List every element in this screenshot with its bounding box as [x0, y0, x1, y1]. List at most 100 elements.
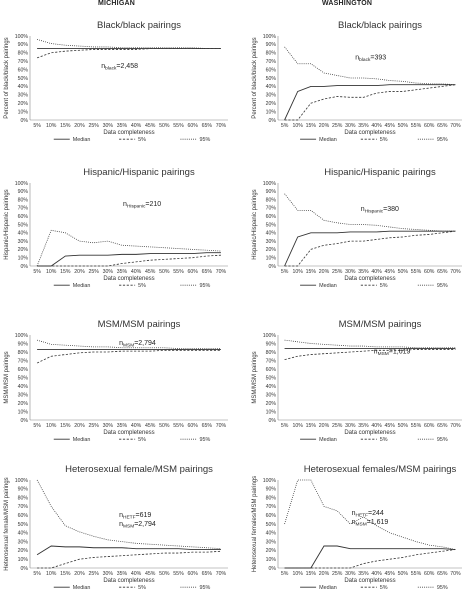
x-tick-label: 25% — [88, 423, 99, 429]
series-line-solid — [36, 545, 221, 556]
sample-size-annotation: nHETF=619 — [119, 512, 151, 521]
x-tick-label: 50% — [159, 123, 170, 129]
x-tick-label: 15% — [60, 269, 71, 275]
y-tick-label: 40% — [266, 384, 277, 390]
x-tick-label: 10% — [46, 269, 57, 275]
y-tick-label: 0% — [269, 264, 277, 270]
chart-panel-6: 0%10%20%30%40%50%60%70%80%90%100%5% 10% 15… — [252, 319, 462, 443]
y-tick-label: 0% — [21, 264, 29, 270]
y-tick-label: 60% — [266, 367, 277, 373]
chart-panel-7: 0%10%20%30%40%50%60%70%80%90%100%5% 10% 15… — [4, 464, 228, 591]
chart-panel-2: 0%10%20%30%40%50%60%70%80%90%100%5% 10% 15… — [252, 20, 462, 143]
chart-title: Heterosexual females/MSM pairings — [304, 464, 457, 475]
x-tick-label: 45% — [145, 123, 156, 129]
x-tick-label: 65% — [202, 123, 213, 129]
y-tick-label: 70% — [18, 358, 29, 364]
sample-size-annotation: nMSM=1,619 — [374, 349, 411, 358]
x-tick-label: 10% — [293, 423, 304, 429]
x-tick-label: 60% — [424, 423, 435, 429]
y-tick-label: 80% — [18, 51, 29, 57]
x-tick-label: 50% — [398, 123, 409, 129]
legend-label: 5% — [138, 585, 146, 591]
x-tick-label: 70% — [450, 423, 461, 429]
x-axis-label: Data completeness — [103, 276, 154, 282]
y-tick-label: 50% — [266, 222, 277, 228]
y-tick-label: 0% — [21, 118, 29, 124]
series-line-solid — [284, 545, 456, 569]
y-axis-label: MSM/MSM pairings — [4, 351, 10, 403]
x-tick-label: 25% — [332, 571, 343, 577]
y-axis-label: Heterosexual females/MSM pairings — [252, 476, 258, 572]
y-tick-label: 100% — [263, 333, 277, 339]
x-tick-label: 60% — [187, 571, 198, 577]
legend-label: 5% — [380, 585, 388, 591]
x-tick-label: 15% — [306, 269, 317, 275]
x-tick-label: 70% — [450, 571, 461, 577]
x-tick-label: 10% — [293, 269, 304, 275]
x-axis-label: Data completeness — [344, 276, 395, 282]
x-tick-label: 60% — [187, 269, 198, 275]
x-tick-label: 65% — [437, 423, 448, 429]
x-tick-label: 30% — [345, 423, 356, 429]
x-tick-label: 35% — [117, 571, 128, 577]
y-tick-label: 20% — [266, 548, 277, 554]
y-tick-label: 30% — [18, 239, 29, 245]
y-tick-label: 100% — [263, 34, 277, 40]
x-tick-label: 55% — [411, 123, 422, 129]
y-tick-label: 70% — [18, 206, 29, 212]
x-tick-label: 40% — [371, 423, 382, 429]
series-line-dashed — [36, 48, 221, 59]
series-line-dashed — [284, 549, 456, 569]
x-tick-label: 15% — [306, 423, 317, 429]
y-axis-label: MSM/MSM pairings — [252, 351, 258, 403]
y-tick-label: 100% — [15, 181, 29, 187]
y-tick-label: 20% — [18, 247, 29, 253]
y-tick-label: 30% — [18, 93, 29, 99]
x-tick-label: 25% — [88, 123, 99, 129]
legend-label: 95% — [199, 137, 210, 143]
x-tick-label: 70% — [216, 423, 227, 429]
x-tick-label: 60% — [424, 123, 435, 129]
x-tick-label: 30% — [345, 123, 356, 129]
x-tick-label: 35% — [117, 423, 128, 429]
sample-size-annotation: nHETF=244 — [352, 510, 384, 519]
x-tick-label: 65% — [202, 423, 213, 429]
x-tick-label: 20% — [319, 123, 330, 129]
y-tick-label: 10% — [18, 109, 29, 115]
x-tick-label: 20% — [74, 423, 85, 429]
x-tick-label: 45% — [145, 269, 156, 275]
series-line-solid — [37, 252, 221, 267]
x-tick-label: 15% — [306, 123, 317, 129]
x-tick-label: 20% — [74, 269, 85, 275]
y-tick-label: 60% — [266, 513, 277, 519]
x-tick-label: 50% — [398, 423, 409, 429]
x-axis-label: Data completeness — [103, 130, 154, 136]
legend-label: 95% — [437, 585, 448, 591]
x-axis-label: Data completeness — [344, 130, 395, 136]
x-tick-label: 40% — [131, 269, 142, 275]
x-tick-label: 5% — [33, 423, 41, 429]
x-axis-label: Data completeness — [344, 430, 395, 436]
x-tick-label: 20% — [74, 123, 85, 129]
y-tick-label: 40% — [18, 84, 29, 90]
y-tick-label: 10% — [266, 409, 277, 415]
y-tick-label: 0% — [21, 566, 29, 572]
legend-label: 95% — [199, 585, 210, 591]
y-tick-label: 10% — [18, 557, 29, 563]
legend-label: 95% — [437, 437, 448, 443]
x-tick-label: 40% — [371, 269, 382, 275]
x-tick-label: 40% — [131, 423, 142, 429]
y-tick-label: 70% — [266, 59, 277, 65]
series-line-dotted — [36, 479, 221, 550]
x-tick-label: 10% — [46, 123, 57, 129]
legend-label: Median — [73, 585, 91, 591]
x-tick-label: 25% — [88, 269, 99, 275]
x-tick-label: 25% — [88, 571, 99, 577]
x-tick-label: 5% — [281, 571, 289, 577]
y-tick-label: 0% — [269, 118, 277, 124]
series-line-dotted — [284, 339, 456, 349]
x-tick-label: 70% — [216, 269, 227, 275]
y-tick-label: 40% — [266, 84, 277, 90]
chart-title: Black/black pairings — [338, 20, 422, 31]
